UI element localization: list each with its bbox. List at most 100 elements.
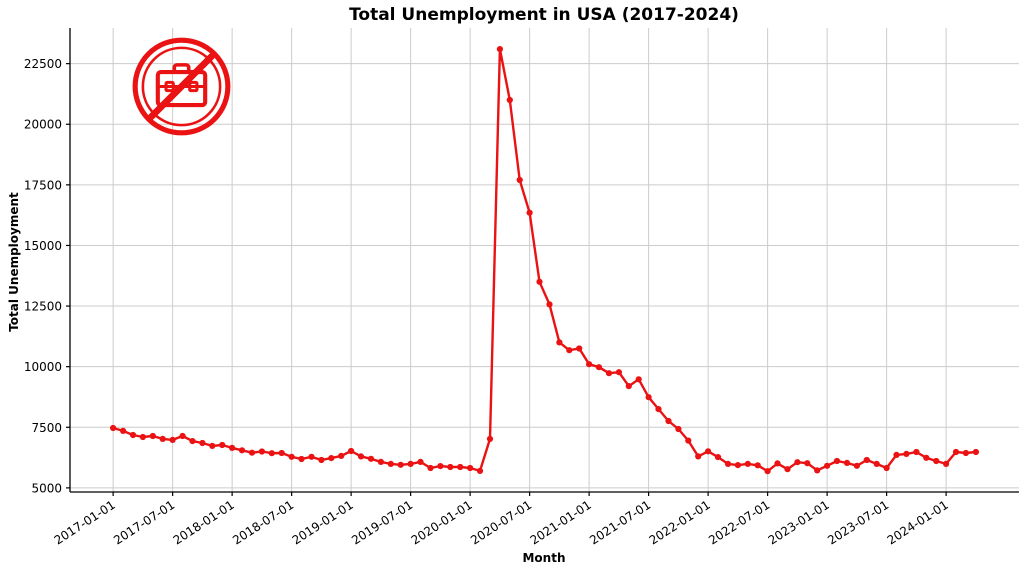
data-point: [238, 447, 246, 454]
data-point: [229, 444, 236, 451]
data-point: [248, 449, 256, 456]
data-point: [348, 447, 355, 455]
data-point: [645, 394, 652, 401]
data-point: [437, 463, 444, 470]
data-point: [685, 437, 692, 444]
data-point: [615, 369, 623, 376]
data-point: [576, 345, 583, 352]
x-tick-label: 2018-01-01: [171, 498, 237, 548]
y-tick-label: 22500: [24, 57, 62, 71]
data-point: [457, 463, 464, 471]
data-point: [913, 448, 920, 456]
x-tick-label: 2021-01-01: [528, 498, 594, 548]
x-tick-label: 2022-07-01: [706, 498, 772, 548]
data-point: [417, 458, 424, 465]
data-point: [893, 451, 900, 458]
x-tick-label: 2023-01-01: [766, 498, 832, 548]
data-point: [595, 364, 603, 371]
data-point: [962, 449, 970, 457]
data-point: [952, 448, 960, 456]
data-point: [387, 460, 394, 467]
y-tick-label: 5000: [31, 481, 62, 495]
data-point: [824, 462, 831, 469]
data-point: [407, 460, 414, 467]
data-point: [427, 464, 434, 472]
data-point: [863, 456, 870, 464]
x-tick-label: 2020-07-01: [468, 498, 534, 548]
data-point: [754, 462, 761, 469]
data-point: [486, 435, 494, 442]
data-point: [784, 466, 791, 473]
data-point: [933, 457, 940, 465]
data-point: [873, 460, 880, 467]
data-point: [724, 460, 732, 467]
data-point: [149, 432, 156, 440]
x-tick-label: 2017-01-01: [52, 498, 118, 548]
data-point: [625, 383, 632, 390]
y-tick-label: 20000: [24, 118, 62, 132]
data-point: [943, 460, 950, 467]
data-point: [189, 438, 196, 445]
data-point: [139, 433, 146, 441]
data-point: [298, 455, 305, 463]
data-point: [278, 449, 285, 457]
x-tick-label: 2019-01-01: [290, 498, 356, 548]
data-point: [328, 455, 335, 462]
data-point: [714, 454, 722, 461]
data-point: [199, 439, 206, 447]
data-point: [357, 453, 365, 460]
data-point: [288, 453, 295, 460]
data-point: [903, 450, 910, 457]
data-point: [397, 461, 404, 468]
data-point: [665, 417, 672, 425]
y-axis-label: Total Unemployment: [7, 192, 21, 332]
data-point: [695, 453, 702, 460]
y-tick-label: 10000: [24, 360, 62, 374]
x-tick-label: 2018-07-01: [230, 498, 296, 548]
data-point: [159, 435, 166, 442]
data-point: [467, 464, 474, 472]
data-point: [546, 301, 553, 308]
data-point: [219, 441, 226, 449]
data-point: [308, 453, 315, 460]
data-point: [804, 460, 811, 467]
data-point: [179, 432, 186, 440]
data-point: [605, 370, 613, 377]
x-axis-label: Month: [522, 551, 566, 565]
data-point: [774, 460, 781, 467]
prohibition-sign-icon: [132, 37, 231, 136]
data-point: [496, 46, 503, 53]
data-point: [536, 278, 543, 285]
data-point: [169, 436, 176, 443]
series-line: [111, 47, 978, 473]
data-point: [318, 456, 325, 464]
y-tick-label: 15000: [24, 239, 62, 253]
data-point: [516, 176, 523, 184]
data-point: [377, 458, 384, 465]
data-point: [338, 452, 345, 459]
data-point: [566, 347, 573, 354]
y-tick-label: 17500: [24, 178, 62, 192]
y-tick-label: 12500: [24, 300, 62, 314]
x-tick-label: 2017-07-01: [111, 498, 177, 548]
data-point: [744, 460, 751, 467]
y-tick-label: 7500: [31, 421, 62, 435]
x-tick-label: 2023-07-01: [825, 498, 891, 548]
data-point: [853, 462, 861, 469]
data-point: [814, 467, 821, 474]
data-point: [764, 468, 771, 475]
data-point: [209, 442, 216, 449]
data-point: [675, 425, 682, 433]
data-point: [258, 448, 265, 455]
data-point: [447, 463, 454, 471]
data-point: [556, 339, 563, 346]
data-point: [110, 424, 117, 432]
x-tick-label: 2021-07-01: [587, 498, 653, 548]
x-tick-label: 2020-01-01: [409, 498, 475, 548]
data-point: [120, 427, 127, 434]
data-point: [883, 464, 890, 472]
data-point: [476, 467, 484, 474]
data-point: [655, 406, 662, 413]
